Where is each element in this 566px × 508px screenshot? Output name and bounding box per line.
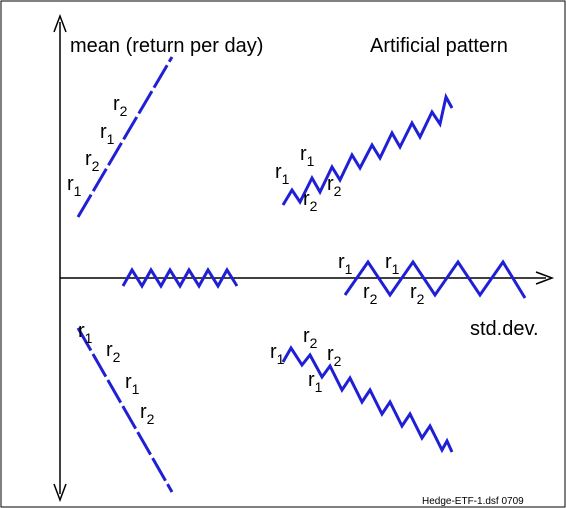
label-base: r bbox=[100, 121, 107, 143]
label-sub: 1 bbox=[307, 153, 315, 169]
pattern-line bbox=[76, 327, 174, 493]
label-base: r bbox=[67, 173, 74, 195]
y-axis-label: mean (return per day) bbox=[70, 35, 263, 57]
label-sub: 2 bbox=[120, 103, 128, 119]
label-base: r bbox=[338, 251, 345, 273]
pattern-label: r2 bbox=[363, 281, 378, 307]
pattern-label: r2 bbox=[106, 339, 121, 365]
arrow-right bbox=[535, 271, 555, 285]
label-base: r bbox=[275, 161, 282, 183]
arrow-down bbox=[53, 483, 67, 503]
pattern-label: r1 bbox=[338, 251, 353, 277]
label-sub: 1 bbox=[392, 261, 400, 277]
label-sub: 2 bbox=[417, 291, 425, 307]
pattern-zigzag bbox=[281, 92, 454, 206]
label-base: r bbox=[140, 401, 147, 423]
pattern-label: r1 bbox=[67, 173, 82, 199]
label-sub: 2 bbox=[147, 411, 155, 427]
label-base: r bbox=[385, 251, 392, 273]
label-sub: 2 bbox=[310, 335, 318, 351]
pattern-label: r1 bbox=[125, 371, 140, 397]
label-sub: 2 bbox=[92, 158, 100, 174]
label-sub: 2 bbox=[334, 183, 342, 199]
label-sub: 1 bbox=[85, 330, 93, 346]
footer: Hedge-ETF-1.dsf 0709 bbox=[422, 496, 524, 507]
label-sub: 2 bbox=[334, 353, 342, 369]
pattern-zigzag bbox=[281, 345, 454, 454]
label-base: r bbox=[327, 173, 334, 195]
label-base: r bbox=[300, 143, 307, 165]
pattern-label: r1 bbox=[100, 121, 115, 147]
pattern-label: r2 bbox=[327, 343, 342, 369]
label-sub: 1 bbox=[282, 171, 290, 187]
label-base: r bbox=[113, 93, 120, 115]
pattern-label: r1 bbox=[270, 341, 285, 367]
label-sub: 1 bbox=[132, 381, 140, 397]
label-sub: 1 bbox=[345, 261, 353, 277]
label-base: r bbox=[410, 281, 417, 303]
pattern-label: r1 bbox=[78, 320, 93, 346]
label-sub: 2 bbox=[113, 349, 121, 365]
label-base: r bbox=[308, 369, 315, 391]
pattern-label: r2 bbox=[303, 188, 318, 214]
pattern-zigzag bbox=[343, 259, 527, 299]
pattern-label: r1 bbox=[300, 143, 315, 169]
label-sub: 2 bbox=[310, 198, 318, 214]
pattern-line bbox=[76, 56, 174, 218]
label-sub: 2 bbox=[370, 291, 378, 307]
label-base: r bbox=[363, 281, 370, 303]
label-base: r bbox=[270, 341, 277, 363]
arrow-up bbox=[53, 13, 67, 33]
label-base: r bbox=[106, 339, 113, 361]
label-base: r bbox=[303, 325, 310, 347]
pattern-label: r2 bbox=[327, 173, 342, 199]
x-axis-label: std.dev. bbox=[470, 318, 539, 340]
pattern-label: r2 bbox=[410, 281, 425, 307]
pattern-label: r2 bbox=[303, 325, 318, 351]
label-base: r bbox=[125, 371, 132, 393]
label-sub: 1 bbox=[107, 131, 115, 147]
label-base: r bbox=[78, 320, 85, 342]
pattern-label: r2 bbox=[85, 148, 100, 174]
pattern-label: r2 bbox=[113, 93, 128, 119]
pattern-zigzag bbox=[121, 267, 239, 289]
pattern-label: r1 bbox=[275, 161, 290, 187]
label-sub: 1 bbox=[277, 351, 285, 367]
label-base: r bbox=[327, 343, 334, 365]
pattern-label: r1 bbox=[308, 369, 323, 395]
pattern-label: r1 bbox=[385, 251, 400, 277]
title: Artificial pattern bbox=[370, 35, 508, 57]
label-base: r bbox=[303, 188, 310, 210]
label-sub: 1 bbox=[74, 183, 82, 199]
label-sub: 1 bbox=[315, 379, 323, 395]
pattern-label: r2 bbox=[140, 401, 155, 427]
label-base: r bbox=[85, 148, 92, 170]
